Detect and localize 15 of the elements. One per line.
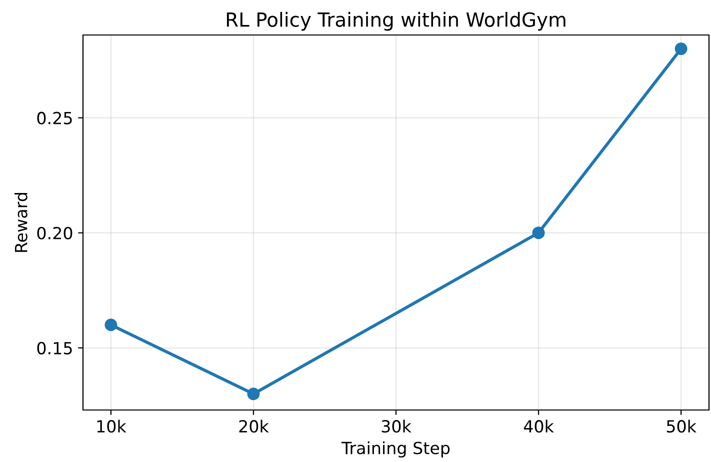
y-tick-label: 0.15 xyxy=(37,342,72,354)
chart-title: RL Policy Training within WorldGym xyxy=(226,12,566,31)
x-tick-label: 30k xyxy=(382,420,412,433)
y-tick-label: 0.25 xyxy=(37,112,72,124)
x-tick-label: 10k xyxy=(97,420,126,433)
x-axis-title: Training Step xyxy=(341,441,450,458)
point xyxy=(532,226,545,240)
y-axis-title: Reward xyxy=(14,192,28,252)
x-tick-label: 50k xyxy=(666,420,696,433)
point xyxy=(104,318,118,332)
x-tick-label: 40k xyxy=(524,420,554,433)
point xyxy=(674,42,688,56)
point xyxy=(247,388,260,400)
x-tick-label: 20k xyxy=(239,420,269,433)
y-tick-label: 0.20 xyxy=(37,226,72,240)
